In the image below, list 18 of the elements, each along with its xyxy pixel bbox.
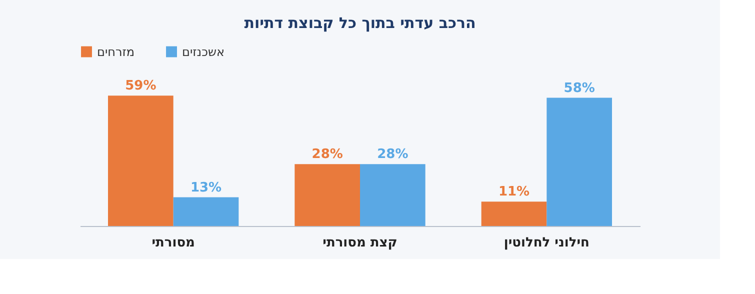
data-label: 28% (312, 147, 343, 162)
legend-label: אשכנזים (182, 44, 224, 59)
legend-label: מזרחים (97, 44, 135, 59)
bar (546, 98, 612, 226)
data-label: 59% (125, 78, 156, 94)
x-tick-label: קצת מסורתי (322, 236, 398, 250)
x-tick-label: מסורתי (152, 236, 195, 250)
bar (360, 164, 426, 226)
x-tick-label: חילוני לחלוטין (504, 236, 590, 250)
data-label: 13% (190, 180, 222, 196)
data-label: 11% (498, 184, 530, 200)
data-label: 28% (377, 147, 408, 162)
bar (173, 197, 239, 226)
data-label: 58% (564, 80, 595, 96)
chart-title: הרכב עדתי בתוך כל קבוצת דתיות (244, 14, 476, 32)
bar (294, 164, 360, 226)
bar (481, 202, 547, 226)
bar (108, 96, 174, 226)
